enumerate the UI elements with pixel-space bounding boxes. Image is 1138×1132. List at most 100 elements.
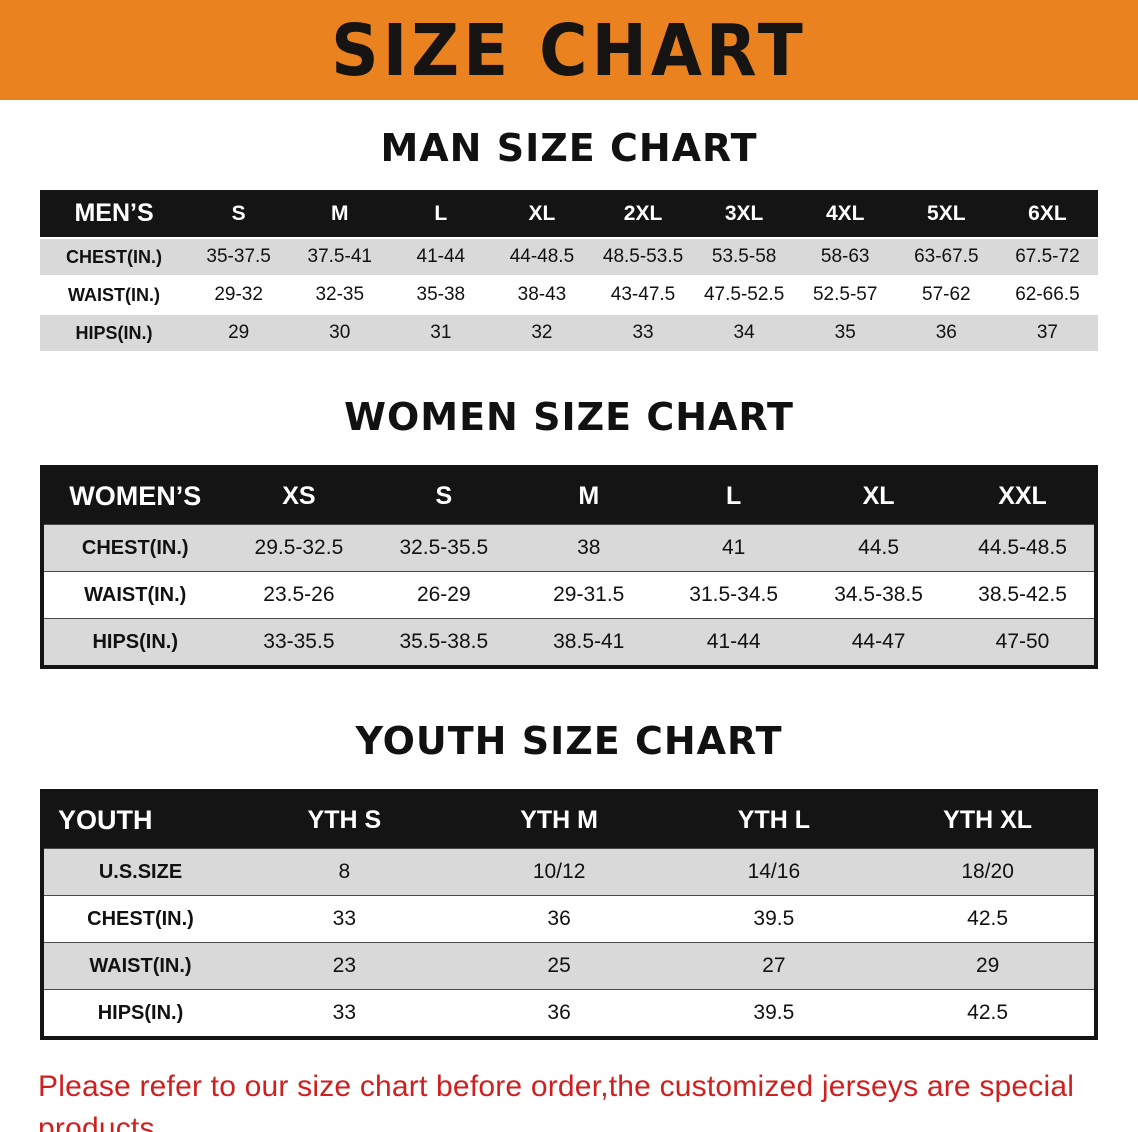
women-size-table: WOMEN’S XS S M L XL XXL CHEST(IN.) 29.5-32.5 32.5… xyxy=(40,465,1098,669)
value-cell: 34.5-38.5 xyxy=(806,571,952,619)
youth-section-title: YOUTH SIZE CHART xyxy=(355,719,783,763)
value-cell: 31.5-34.5 xyxy=(661,571,807,619)
value-cell: 37.5-41 xyxy=(289,237,391,276)
value-cell: 48.5-53.5 xyxy=(592,237,694,276)
row-label-cell: U.S.SIZE xyxy=(42,848,237,896)
value-cell: 36 xyxy=(451,989,667,1038)
row-label-cell: CHEST(IN.) xyxy=(40,237,189,276)
value-cell: 14/16 xyxy=(666,848,882,896)
section-men: MAN SIZE CHART MEN’S S M L XL 2XL 3XL 4XL 5XL 6XL… xyxy=(0,100,1138,351)
value-cell: 42.5 xyxy=(881,989,1096,1038)
row-label-cell: HIPS(IN.) xyxy=(42,989,237,1038)
men-size-table: MEN’S S M L XL 2XL 3XL 4XL 5XL 6XL CHEST(IN.) 35-37… xyxy=(40,190,1098,351)
value-cell: 43-47.5 xyxy=(592,275,694,314)
value-cell: 67.5-72 xyxy=(996,237,1098,276)
value-cell: 23 xyxy=(236,942,452,990)
size-header-cell: 5XL xyxy=(927,201,966,225)
size-header-cell: S xyxy=(231,201,246,225)
value-cell: 18/20 xyxy=(881,848,1096,896)
value-cell: 39.5 xyxy=(666,895,882,943)
value-cell: 38-43 xyxy=(491,275,593,314)
value-cell: 41-44 xyxy=(390,237,492,276)
value-cell: 38.5-41 xyxy=(516,618,662,667)
value-cell: 36 xyxy=(451,895,667,943)
size-header-cell: XL xyxy=(528,201,556,225)
size-header-cell: 3XL xyxy=(724,201,764,225)
value-cell: 35.5-38.5 xyxy=(371,618,517,667)
men-section-title: MAN SIZE CHART xyxy=(380,126,758,170)
size-header-cell: 4XL xyxy=(825,201,865,225)
size-header-cell: XXL xyxy=(998,482,1047,510)
row-label-cell: WAIST(IN.) xyxy=(42,571,227,619)
value-cell: 38 xyxy=(516,524,662,572)
value-cell: 32 xyxy=(491,313,593,351)
table-row: WAIST(IN.) 23 25 27 29 xyxy=(42,942,1096,990)
page-title: SIZE CHART xyxy=(331,8,807,92)
value-cell: 23.5-26 xyxy=(226,571,372,619)
value-cell: 42.5 xyxy=(881,895,1096,943)
value-cell: 31 xyxy=(390,313,492,351)
value-cell: 53.5-58 xyxy=(693,237,795,276)
value-cell: 58-63 xyxy=(794,237,896,276)
size-header-cell: 6XL xyxy=(1028,201,1067,225)
value-cell: 33 xyxy=(592,313,694,351)
order-notice-line1: Please refer to our size chart before or… xyxy=(38,1070,1075,1132)
table-row: WAIST(IN.) 23.5-26 26-29 29-31.5 31.5-34.5 34… xyxy=(42,571,1096,619)
value-cell: 36 xyxy=(895,313,997,351)
size-header-cell: XS xyxy=(282,482,316,510)
size-header-cell: XL xyxy=(862,482,895,510)
banner: SIZE CHART xyxy=(0,0,1138,100)
table-row: CHEST(IN.) 35-37.5 37.5-41 41-44 44-48.5 48.5… xyxy=(40,237,1098,276)
table-title-cell: YOUTH xyxy=(58,805,153,835)
value-cell: 44-47 xyxy=(806,618,952,667)
value-cell: 33-35.5 xyxy=(226,618,372,667)
table-header-row: WOMEN’S XS S M L XL XXL xyxy=(42,467,1096,525)
women-section-title: WOMEN SIZE CHART xyxy=(344,395,794,439)
value-cell: 57-62 xyxy=(895,275,997,314)
value-cell: 47.5-52.5 xyxy=(693,275,795,314)
table-row: U.S.SIZE 8 10/12 14/16 18/20 xyxy=(42,848,1096,896)
section-youth: YOUTH SIZE CHART YOUTH YTH S YTH M YTH L YTH… xyxy=(0,669,1138,1040)
table-title-cell: WOMEN’S xyxy=(69,481,202,511)
table-row: HIPS(IN.) 29 30 31 32 33 34 35 36 37 xyxy=(40,313,1098,351)
table-row: WAIST(IN.) 29-32 32-35 35-38 38-43 43-47.5 47.… xyxy=(40,275,1098,314)
row-label-cell: WAIST(IN.) xyxy=(42,942,237,990)
table-header-row: YOUTH YTH S YTH M YTH L YTH XL xyxy=(42,791,1096,849)
size-header-cell: S xyxy=(435,482,453,510)
value-cell: 32-35 xyxy=(289,275,391,314)
value-cell: 62-66.5 xyxy=(996,275,1098,314)
value-cell: 8 xyxy=(236,848,452,896)
value-cell: 29.5-32.5 xyxy=(226,524,372,572)
size-header-cell: M xyxy=(578,482,600,510)
value-cell: 29 xyxy=(881,942,1096,990)
size-header-cell: YTH XL xyxy=(943,806,1033,834)
table-row: HIPS(IN.) 33-35.5 35.5-38.5 38.5-41 41-44 44-… xyxy=(42,618,1096,667)
value-cell: 29-31.5 xyxy=(516,571,662,619)
value-cell: 35-37.5 xyxy=(188,237,290,276)
section-women: WOMEN SIZE CHART WOMEN’S XS S M L XL XXL CHEST(… xyxy=(0,351,1138,669)
value-cell: 44.5-48.5 xyxy=(951,524,1096,572)
value-cell: 35-38 xyxy=(390,275,492,314)
value-cell: 41-44 xyxy=(661,618,807,667)
value-cell: 39.5 xyxy=(666,989,882,1038)
value-cell: 33 xyxy=(236,989,452,1038)
size-header-cell: L xyxy=(726,482,742,510)
row-label-cell: CHEST(IN.) xyxy=(42,524,227,572)
order-notice: Please refer to our size chart before or… xyxy=(0,1040,1138,1132)
value-cell: 63-67.5 xyxy=(895,237,997,276)
value-cell: 44-48.5 xyxy=(491,237,593,276)
value-cell: 32.5-35.5 xyxy=(371,524,517,572)
value-cell: 38.5-42.5 xyxy=(951,571,1096,619)
value-cell: 27 xyxy=(666,942,882,990)
value-cell: 52.5-57 xyxy=(794,275,896,314)
value-cell: 25 xyxy=(451,942,667,990)
value-cell: 41 xyxy=(661,524,807,572)
size-header-cell: YTH S xyxy=(307,806,382,834)
size-header-cell: YTH L xyxy=(737,806,810,834)
value-cell: 37 xyxy=(996,313,1098,351)
value-cell: 30 xyxy=(289,313,391,351)
table-header-row: MEN’S S M L XL 2XL 3XL 4XL 5XL 6XL xyxy=(40,190,1098,238)
size-header-cell: L xyxy=(434,201,448,225)
value-cell: 44.5 xyxy=(806,524,952,572)
